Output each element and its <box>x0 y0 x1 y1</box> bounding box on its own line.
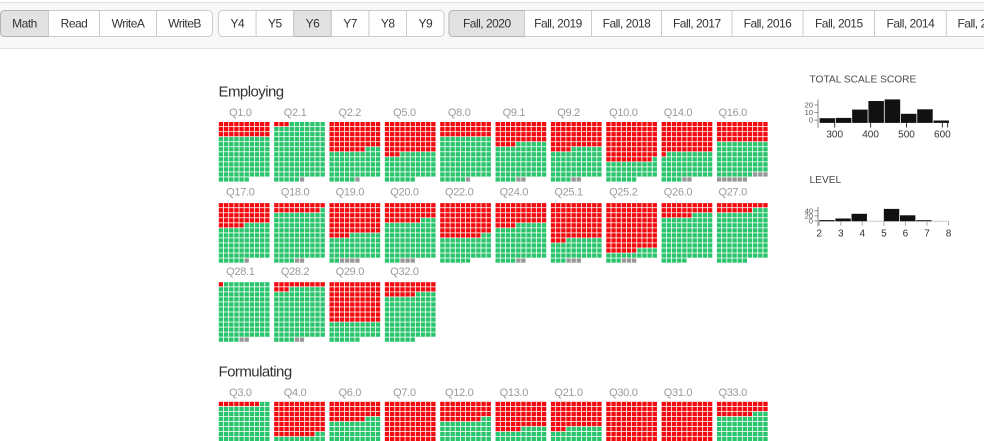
svg-text:Q3.0: Q3.0 <box>229 387 252 399</box>
svg-text:Q20.0: Q20.0 <box>390 187 419 199</box>
svg-text:Q10.0: Q10.0 <box>609 107 638 119</box>
svg-text:Q18.0: Q18.0 <box>281 187 310 199</box>
svg-text:10: 10 <box>805 108 813 117</box>
svg-text:Q30.0: Q30.0 <box>609 387 638 399</box>
svg-text:0: 0 <box>809 216 813 225</box>
svg-text:Q28.2: Q28.2 <box>281 266 310 278</box>
svg-text:Y7: Y7 <box>343 17 358 31</box>
svg-text:Fall, 2018: Fall, 2018 <box>603 17 652 31</box>
svg-text:Q5.0: Q5.0 <box>393 107 416 119</box>
svg-text:Q13.0: Q13.0 <box>500 387 529 399</box>
svg-text:Q4.0: Q4.0 <box>284 387 307 399</box>
svg-text:Fall, 2014: Fall, 2014 <box>887 17 936 31</box>
svg-text:Fall, 2015: Fall, 2015 <box>815 17 864 31</box>
svg-text:20: 20 <box>805 101 813 110</box>
svg-text:Q9.1: Q9.1 <box>503 107 526 119</box>
svg-text:LEVEL: LEVEL <box>810 175 842 186</box>
svg-text:5: 5 <box>881 229 887 240</box>
svg-text:Q24.0: Q24.0 <box>500 187 529 199</box>
svg-text:Q7.0: Q7.0 <box>393 387 416 399</box>
svg-text:TOTAL SCALE SCORE: TOTAL SCALE SCORE <box>810 75 917 86</box>
svg-text:Q2.2: Q2.2 <box>338 107 361 119</box>
svg-text:Q14.0: Q14.0 <box>664 107 693 119</box>
svg-text:20: 20 <box>805 211 813 220</box>
svg-text:Q12.0: Q12.0 <box>445 387 474 399</box>
svg-text:Y5: Y5 <box>268 17 283 31</box>
svg-text:3: 3 <box>838 229 844 240</box>
svg-text:Q25.2: Q25.2 <box>609 187 638 199</box>
svg-text:Q9.2: Q9.2 <box>557 107 580 119</box>
svg-text:Q26.0: Q26.0 <box>664 187 693 199</box>
svg-text:Q8.0: Q8.0 <box>448 107 471 119</box>
svg-text:Q29.0: Q29.0 <box>336 266 365 278</box>
svg-text:Q17.0: Q17.0 <box>226 187 255 199</box>
svg-text:600: 600 <box>934 130 951 141</box>
svg-text:Q31.0: Q31.0 <box>664 387 693 399</box>
svg-text:Q32.0: Q32.0 <box>390 266 419 278</box>
svg-text:Q21.0: Q21.0 <box>554 387 583 399</box>
svg-text:Q27.0: Q27.0 <box>718 187 747 199</box>
svg-text:Y6: Y6 <box>306 17 321 31</box>
svg-text:0: 0 <box>809 116 813 125</box>
svg-text:Q25.1: Q25.1 <box>554 187 583 199</box>
svg-text:Q19.0: Q19.0 <box>336 187 365 199</box>
svg-text:Q22.0: Q22.0 <box>445 187 474 199</box>
svg-text:500: 500 <box>898 130 915 141</box>
svg-text:WriteB: WriteB <box>168 17 201 31</box>
svg-text:Fall, 2016: Fall, 2016 <box>744 17 793 31</box>
svg-text:40: 40 <box>805 206 813 215</box>
svg-text:300: 300 <box>826 130 843 141</box>
svg-text:WriteA: WriteA <box>112 17 145 31</box>
svg-text:Q16.0: Q16.0 <box>718 107 747 119</box>
svg-text:2: 2 <box>816 229 822 240</box>
svg-text:Y4: Y4 <box>230 17 245 31</box>
svg-text:Read: Read <box>61 17 88 31</box>
svg-text:Q33.0: Q33.0 <box>718 387 747 399</box>
svg-text:7: 7 <box>924 229 930 240</box>
svg-text:Math: Math <box>12 17 37 31</box>
svg-text:4: 4 <box>860 229 866 240</box>
svg-text:Fall, 2020: Fall, 2020 <box>463 17 512 31</box>
svg-text:6: 6 <box>903 229 909 240</box>
svg-text:Q28.1: Q28.1 <box>226 266 255 278</box>
svg-text:Y9: Y9 <box>418 17 433 31</box>
svg-text:Y8: Y8 <box>381 17 396 31</box>
svg-text:Q6.0: Q6.0 <box>338 387 361 399</box>
svg-text:Fall, 2017: Fall, 2017 <box>673 17 722 31</box>
svg-text:Q1.0: Q1.0 <box>229 107 252 119</box>
svg-text:Employing: Employing <box>219 84 284 101</box>
svg-text:8: 8 <box>946 229 952 240</box>
svg-text:Q2.1: Q2.1 <box>284 107 307 119</box>
svg-text:Fall, 2019: Fall, 2019 <box>534 17 583 31</box>
svg-text:Formulating: Formulating <box>219 363 292 380</box>
svg-text:400: 400 <box>862 130 879 141</box>
svg-text:Fall, 2013: Fall, 2013 <box>957 17 984 31</box>
